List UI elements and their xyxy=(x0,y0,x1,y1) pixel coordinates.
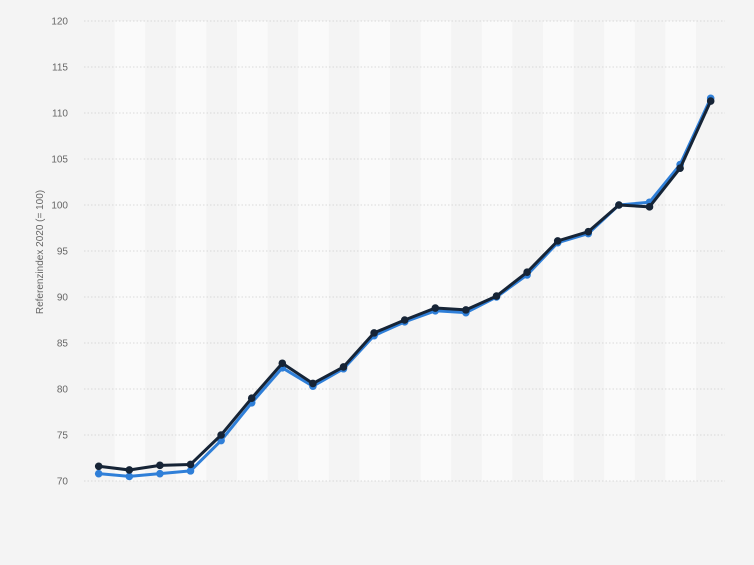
data-point[interactable] xyxy=(400,316,409,324)
y-axis-ticks: 70 75 80 85 90 95 100 105 110 115 120 xyxy=(51,17,68,488)
data-point[interactable] xyxy=(156,461,164,470)
y-tick-label: 115 xyxy=(52,63,68,74)
data-point[interactable] xyxy=(370,329,378,337)
data-point[interactable] xyxy=(125,466,134,474)
data-point[interactable] xyxy=(339,363,348,371)
column-band xyxy=(298,21,329,481)
data-point[interactable] xyxy=(615,201,623,209)
data-point[interactable] xyxy=(523,268,531,276)
y-tick-label: 100 xyxy=(51,201,68,212)
data-point[interactable] xyxy=(125,472,134,481)
data-point[interactable] xyxy=(553,237,562,245)
data-point[interactable] xyxy=(462,306,470,314)
data-point[interactable] xyxy=(431,304,440,312)
y-tick-label: 85 xyxy=(57,339,69,350)
data-point[interactable] xyxy=(94,469,103,478)
data-point[interactable] xyxy=(706,97,715,105)
column-bands xyxy=(114,21,696,481)
y-tick-label: 80 xyxy=(57,385,69,396)
y-tick-label: 110 xyxy=(52,109,68,120)
data-point[interactable] xyxy=(278,359,287,368)
y-tick-label: 90 xyxy=(57,293,69,304)
y-tick-label: 120 xyxy=(51,17,68,28)
data-point[interactable] xyxy=(94,462,103,471)
data-point[interactable] xyxy=(309,379,317,388)
data-point[interactable] xyxy=(156,469,164,478)
series-group xyxy=(94,94,715,481)
data-point[interactable] xyxy=(492,292,501,300)
data-point[interactable] xyxy=(217,431,225,439)
data-point[interactable] xyxy=(645,203,654,211)
data-point[interactable] xyxy=(186,460,195,469)
data-point[interactable] xyxy=(584,227,593,236)
data-point[interactable] xyxy=(676,164,684,172)
data-point[interactable] xyxy=(186,467,195,475)
series-2 xyxy=(94,97,715,474)
y-tick-label: 95 xyxy=(57,247,69,258)
column-band xyxy=(420,21,452,481)
y-axis-label: Referenzindex 2020 (= 100) xyxy=(35,190,46,314)
data-point[interactable] xyxy=(247,394,256,403)
y-tick-label: 75 xyxy=(57,431,69,442)
y-tick-label: 70 xyxy=(57,477,69,488)
column-band xyxy=(175,21,207,481)
y-tick-label: 105 xyxy=(51,155,68,166)
